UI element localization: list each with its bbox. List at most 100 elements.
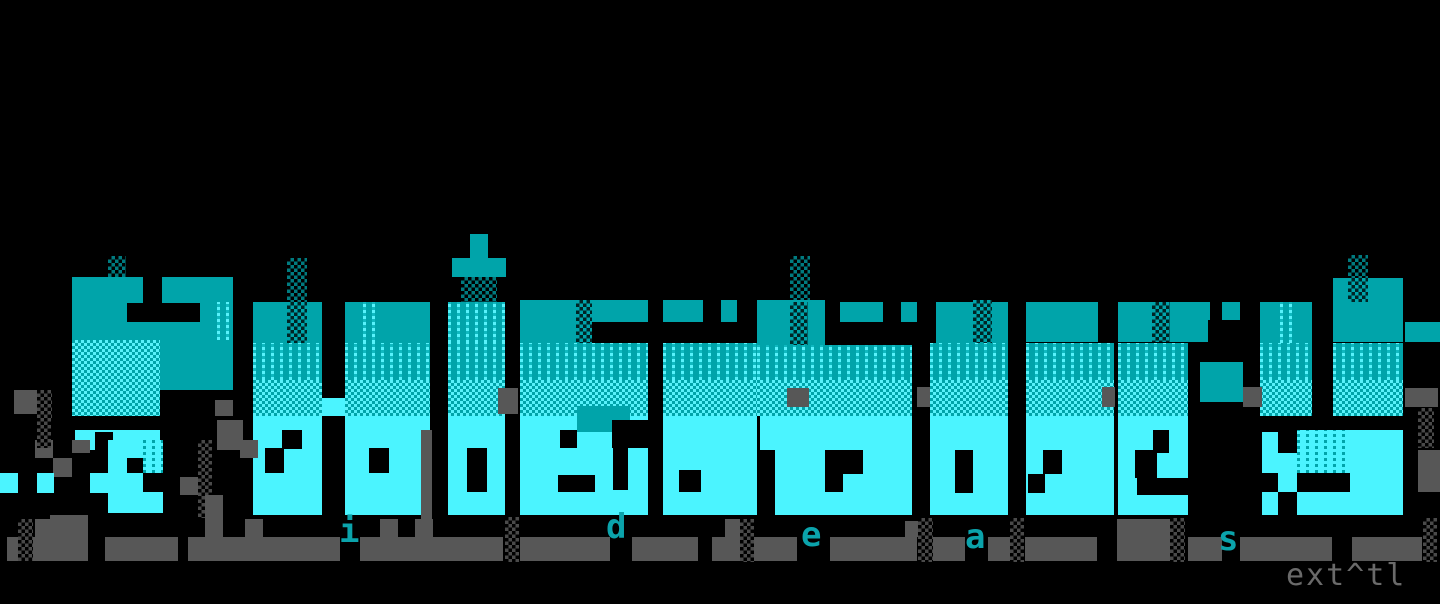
art-block-t [992, 302, 1008, 343]
art-block-k [1262, 473, 1278, 492]
art-block-tb [1348, 278, 1368, 302]
art-block-c [1297, 492, 1350, 515]
art-block-g [1405, 388, 1438, 407]
art-block-tc [345, 380, 430, 416]
art-block-g [50, 515, 88, 561]
art-block-dg [37, 390, 52, 418]
art-block-tc [1118, 380, 1188, 416]
art-block-tb [576, 300, 592, 343]
art-block-dg [1170, 518, 1185, 562]
art-block-k [760, 450, 775, 515]
art-block-k [127, 303, 200, 322]
art-block-tc [1260, 380, 1312, 416]
art-block-k [825, 473, 843, 492]
art-block-k [679, 470, 701, 492]
art-block-g [1418, 450, 1440, 492]
art-block-tc [72, 340, 160, 416]
art-block-k [143, 277, 162, 303]
art-block-tv [448, 302, 505, 343]
art-block-tc [1026, 380, 1114, 416]
art-block-dg [740, 519, 754, 562]
art-block-g [240, 440, 258, 458]
art-block-g [1188, 537, 1222, 561]
art-block-t [901, 302, 917, 322]
art-block-dg [1010, 518, 1024, 562]
art-block-t [1200, 302, 1210, 320]
art-block-g [1240, 537, 1332, 561]
art-block-k [1043, 450, 1062, 474]
art-block-k [1278, 492, 1297, 515]
art-block-g [1025, 537, 1097, 561]
art-block-g [1117, 519, 1170, 561]
art-block-c [37, 473, 54, 493]
art-block-c [108, 440, 143, 458]
art-block-dg [18, 519, 33, 561]
art-block-g [830, 537, 917, 561]
ideas-letter-a: a [965, 517, 986, 557]
art-block-g [360, 537, 503, 561]
art-block-k [369, 448, 389, 473]
art-block-g [1243, 387, 1262, 407]
art-block-g [905, 521, 919, 537]
art-block-dg [918, 518, 933, 562]
art-block-k [560, 430, 577, 448]
art-block-tv [1118, 343, 1188, 380]
art-block-t [1026, 302, 1098, 342]
art-block-k [1278, 432, 1297, 453]
art-block-k [282, 430, 302, 449]
art-block-g [180, 477, 198, 495]
art-block-c [0, 473, 18, 493]
art-block-g [712, 537, 797, 561]
art-block-tc [253, 380, 322, 416]
art-block-g [421, 430, 432, 537]
art-block-c [322, 398, 345, 416]
art-block-k [1135, 450, 1157, 478]
art-block-c [90, 473, 143, 493]
art-block-t [721, 300, 737, 322]
art-block-t [663, 300, 703, 322]
art-block-tv [363, 302, 381, 343]
art-block-k [558, 475, 595, 492]
art-block-tv [1333, 343, 1403, 380]
art-block-g [917, 387, 930, 407]
art-block-k [955, 450, 973, 493]
art-block-g [205, 495, 223, 537]
art-block-ct [1297, 430, 1350, 473]
art-block-t [1333, 278, 1403, 342]
ideas-letter-s: s [1218, 519, 1239, 559]
art-block-k [1028, 474, 1045, 493]
art-block-c [127, 492, 163, 513]
art-block-g [35, 519, 53, 537]
art-block-t [936, 302, 973, 343]
art-block-k [1137, 478, 1222, 495]
art-block-dg [505, 517, 519, 562]
art-block-tc [448, 380, 505, 416]
art-block-g [217, 420, 243, 450]
art-block-tb [287, 302, 307, 343]
art-block-tv [253, 343, 322, 380]
art-block-t [1222, 302, 1240, 320]
art-block-tv [345, 343, 430, 380]
ideas-letter-e: e [801, 515, 822, 555]
art-block-g [415, 519, 433, 537]
art-block-g [787, 388, 809, 407]
art-block-c [1350, 430, 1403, 515]
art-block-k [1153, 430, 1169, 453]
art-block-g [520, 537, 610, 561]
ideas-letter-d: d [606, 507, 627, 547]
art-block-g [988, 537, 1010, 561]
art-block-tv [663, 343, 757, 380]
art-block-t [1405, 322, 1440, 342]
art-block-k [825, 450, 863, 474]
art-block-g [1102, 387, 1115, 407]
art-block-k [1297, 473, 1350, 492]
art-block-tv [930, 343, 1008, 380]
art-block-dg [1423, 518, 1437, 562]
art-block-t [160, 340, 233, 390]
art-block-t [487, 258, 503, 276]
art-block-dg [1418, 408, 1434, 448]
art-block-tc [663, 380, 757, 416]
art-block-tc [1333, 380, 1403, 416]
art-block-dt [790, 256, 810, 302]
art-block-g [933, 537, 965, 561]
